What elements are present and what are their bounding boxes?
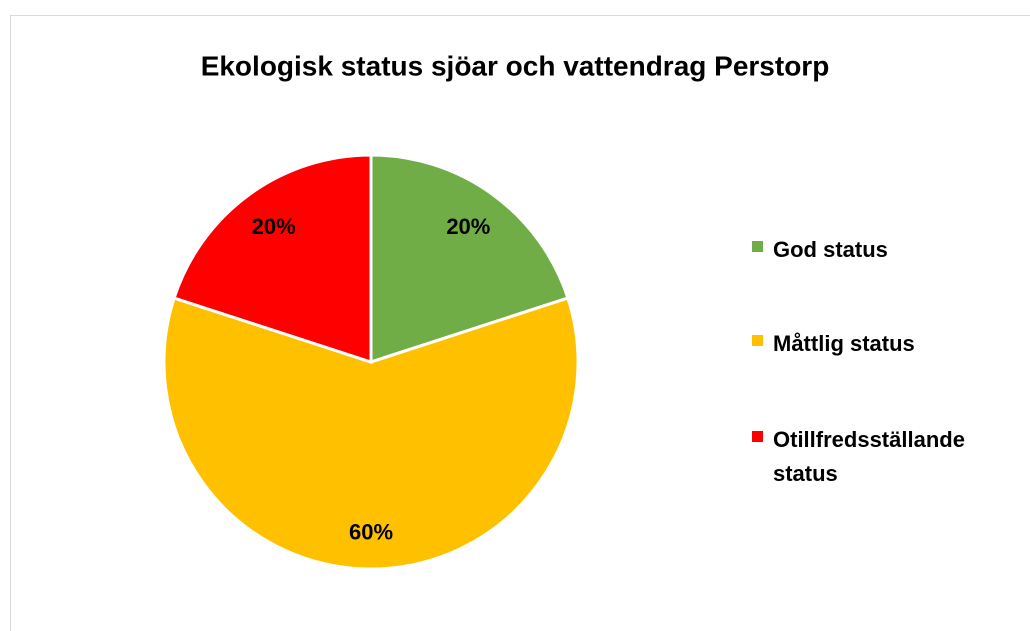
pie-slice bbox=[369, 153, 570, 365]
legend-swatch bbox=[752, 431, 763, 442]
legend-item: God status bbox=[752, 233, 1023, 267]
legend-swatch bbox=[752, 335, 763, 346]
pie-slice bbox=[162, 296, 580, 571]
pie-slice bbox=[172, 153, 373, 365]
data-label: 60% bbox=[349, 519, 393, 544]
chart-title: Ekologisk status sjöar och vattendrag Pe… bbox=[201, 50, 830, 81]
legend-label: Otillfredsställande status bbox=[773, 427, 965, 486]
data-label: 20% bbox=[252, 214, 296, 239]
legend-label: God status bbox=[773, 237, 888, 262]
legend-item: Otillfredsställande status bbox=[752, 423, 1023, 491]
legend-item: Måttlig status bbox=[752, 327, 1023, 361]
data-label: 20% bbox=[446, 214, 490, 239]
legend-swatch bbox=[752, 241, 763, 252]
legend-label: Måttlig status bbox=[773, 331, 915, 356]
